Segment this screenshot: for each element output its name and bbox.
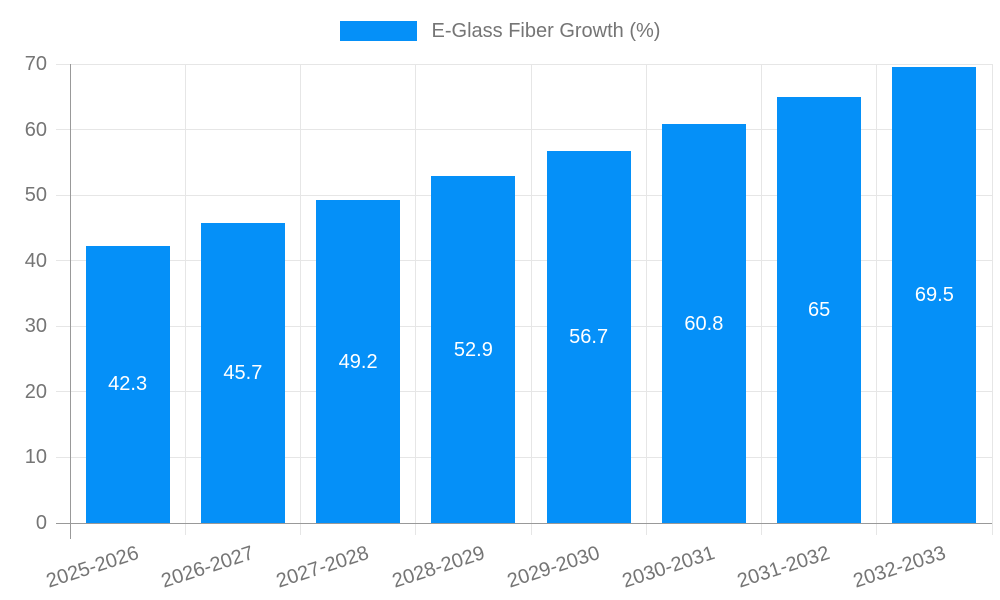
x-tick-label: 2029-2030 — [504, 542, 603, 593]
bar[interactable] — [85, 245, 170, 523]
bar-value-label: 52.9 — [453, 338, 493, 361]
gridline-vertical — [300, 64, 301, 535]
x-tick-label: 2031-2032 — [735, 542, 833, 593]
bar[interactable] — [777, 96, 862, 523]
y-tick-label: 70 — [24, 53, 47, 75]
gridline-horizontal — [56, 456, 992, 458]
gridline-horizontal — [56, 325, 992, 327]
gridline-vertical — [991, 64, 993, 535]
x-tick-label: 2032-2033 — [850, 542, 949, 593]
y-axis-line — [69, 64, 71, 539]
y-tick-label: 30 — [24, 315, 47, 338]
y-tick-label: 60 — [24, 118, 47, 141]
y-tick-label: 40 — [24, 249, 47, 272]
gridline-vertical — [415, 64, 417, 535]
x-tick-label: 2026-2027 — [158, 542, 257, 593]
bar[interactable] — [892, 67, 977, 523]
x-tick-label: 2025-2026 — [43, 542, 142, 593]
bar[interactable] — [200, 223, 285, 523]
gridline-horizontal — [56, 63, 992, 65]
gridline-vertical — [184, 64, 186, 535]
bar-value-label: 69.5 — [914, 284, 954, 307]
x-tick-label: 2030-2031 — [619, 542, 718, 593]
y-tick-label: 10 — [24, 446, 47, 469]
x-tick-label: 2028-2029 — [389, 542, 488, 593]
bar[interactable] — [431, 176, 516, 523]
x-tick-label: 2027-2028 — [274, 542, 372, 593]
y-tick-label: 50 — [24, 184, 47, 207]
gridline-vertical — [645, 64, 647, 535]
x-axis-baseline-top — [56, 522, 992, 524]
gridline-horizontal — [56, 194, 992, 196]
legend-swatch — [339, 21, 417, 41]
y-tick-label: 0 — [35, 512, 47, 534]
y-tick-label: 20 — [24, 380, 47, 403]
gridline-horizontal — [56, 391, 992, 393]
gridline-vertical — [530, 64, 532, 535]
bar-value-label: 56.7 — [569, 326, 609, 349]
bar-value-label: 45.7 — [223, 362, 263, 385]
gridline-vertical — [761, 64, 762, 535]
gridline-horizontal — [56, 129, 992, 131]
legend: E-Glass Fiber Growth (%) — [0, 18, 1000, 44]
legend-label: E-Glass Fiber Growth (%) — [431, 19, 661, 42]
bar-value-label: 42.3 — [108, 373, 148, 396]
bar[interactable] — [316, 200, 401, 523]
gridline-vertical — [876, 64, 878, 535]
bar-value-label: 60.8 — [684, 312, 724, 335]
bar[interactable] — [546, 151, 631, 523]
gridline-horizontal — [56, 260, 992, 262]
bar-value-label: 49.2 — [338, 350, 378, 373]
bar[interactable] — [661, 124, 746, 523]
bar-value-label: 65 — [808, 298, 831, 321]
